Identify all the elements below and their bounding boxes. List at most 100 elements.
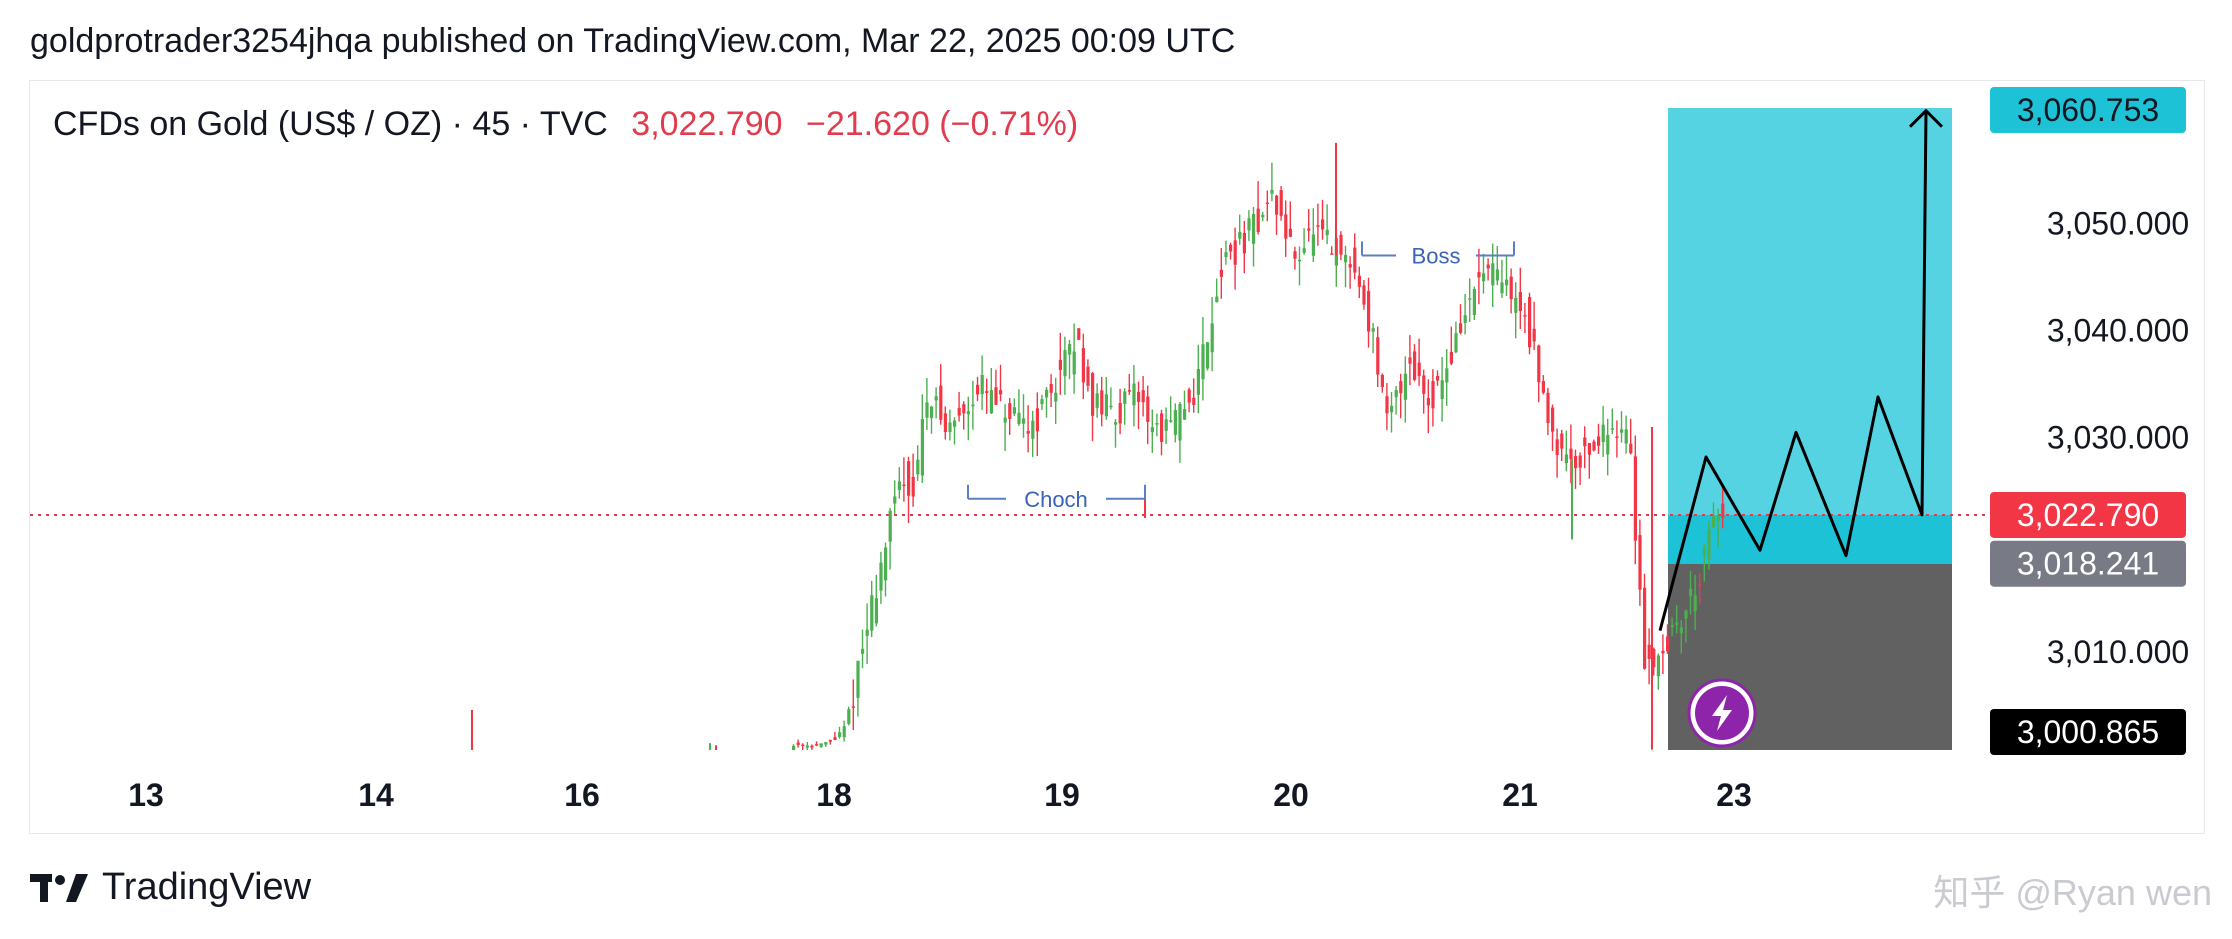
candle-body	[1238, 231, 1242, 239]
candle-body	[1118, 402, 1122, 424]
candle-body	[1459, 323, 1463, 333]
candle-body	[1693, 595, 1697, 612]
candle-body	[962, 404, 966, 414]
candle-body	[824, 742, 828, 745]
candle-body	[1523, 315, 1527, 317]
candle-body	[1311, 234, 1315, 256]
candle-body	[953, 420, 957, 427]
candle-body	[1160, 413, 1164, 442]
candle-body	[1555, 439, 1559, 455]
candle-body	[1229, 244, 1233, 252]
candle-body	[966, 411, 970, 415]
candle-body	[1330, 253, 1334, 255]
symbol-name: CFDs on Gold (US$ / OZ) · 45 · TVC	[53, 105, 608, 143]
candle-body	[1012, 407, 1016, 414]
candle-body	[828, 740, 832, 742]
candle-body	[1045, 389, 1049, 398]
candle-body	[1477, 272, 1481, 278]
candle-body	[1376, 337, 1380, 375]
candle-body	[1551, 407, 1555, 432]
candle-body	[1141, 390, 1145, 403]
candle-body	[1265, 202, 1269, 205]
candle-body	[1721, 503, 1725, 518]
candle-body	[1155, 423, 1159, 425]
price-label-box	[1990, 709, 2186, 755]
candle-body	[1569, 448, 1573, 460]
tradingview-logo[interactable]: TradingView	[30, 866, 311, 909]
candle-body	[1371, 328, 1375, 332]
candle-body	[1629, 443, 1633, 454]
candle-body	[1219, 269, 1223, 277]
candle-body	[976, 384, 980, 395]
candle-body	[934, 396, 938, 401]
x-tick-label: 18	[816, 777, 852, 813]
candle-body	[1201, 344, 1205, 380]
candle-body	[1564, 454, 1568, 464]
tradingview-brand: TradingView	[102, 866, 312, 908]
candle-body	[1256, 208, 1260, 233]
projection-arrowhead	[1908, 108, 1944, 128]
candle-body	[1196, 368, 1200, 395]
candle-body	[1610, 428, 1614, 430]
position-tool[interactable]	[1668, 108, 1952, 750]
candle-body	[1532, 328, 1536, 342]
price-labels: 3,060.753 3,022.790 3,018.241 3,000.865	[1990, 87, 2186, 755]
candle-body	[1068, 344, 1072, 355]
candle-body	[1224, 252, 1228, 258]
candle-body	[1284, 214, 1288, 239]
y-tick-label: 3,010.000	[2047, 634, 2189, 670]
candle-body	[1390, 405, 1394, 413]
candle-body	[1288, 228, 1292, 237]
candle-body	[1472, 288, 1476, 315]
candle-body	[1528, 297, 1532, 348]
watermark: 知乎 @Ryan wen	[1933, 872, 2212, 913]
candle-body	[805, 745, 809, 748]
candle-body	[911, 476, 915, 497]
candle-body	[874, 598, 878, 624]
candle-body	[994, 387, 998, 405]
candle-body	[1546, 392, 1550, 424]
candle-body	[1633, 456, 1637, 541]
candle-body	[1537, 345, 1541, 383]
candle-body	[1054, 392, 1058, 402]
candle-body	[1643, 587, 1647, 669]
candle-body	[1321, 219, 1325, 230]
x-tick-label: 14	[358, 777, 394, 813]
projection-zigzag	[1658, 110, 1928, 632]
candle-body	[1173, 410, 1177, 435]
candle-body	[819, 743, 823, 747]
candle-body	[1146, 396, 1150, 422]
candle-body	[1022, 418, 1026, 424]
candle-body	[1417, 362, 1421, 377]
candle-body	[1325, 229, 1329, 236]
price-label-text: 3,060.753	[2017, 92, 2159, 128]
candle-body	[1104, 394, 1108, 417]
candle-body	[1086, 366, 1090, 386]
candle-body	[920, 419, 924, 476]
candle-body	[1003, 417, 1007, 423]
flash-icon[interactable]	[1687, 678, 1757, 748]
candle-body	[1348, 264, 1352, 268]
candle-body	[870, 595, 874, 631]
candle-body	[1192, 397, 1196, 405]
candle-body	[847, 709, 851, 724]
candle-body	[1270, 189, 1274, 194]
candle-body	[851, 706, 855, 708]
candle-body	[1661, 650, 1665, 654]
candle-body	[985, 391, 989, 393]
candle-body	[1187, 389, 1191, 403]
candle-body	[888, 510, 892, 542]
candle-body	[842, 726, 846, 738]
candle-body	[1560, 433, 1564, 449]
candle-body	[856, 660, 860, 698]
y-tick-label: 3,050.000	[2047, 205, 2189, 241]
candle-body	[815, 744, 819, 746]
symbol-price: 3,022.790	[631, 105, 783, 143]
candle-body	[1127, 390, 1131, 392]
candle-body	[1408, 357, 1412, 364]
candle-body	[1164, 419, 1168, 431]
candle-body	[1233, 240, 1237, 265]
candle-body	[1413, 351, 1417, 380]
candle-body	[1495, 269, 1499, 281]
